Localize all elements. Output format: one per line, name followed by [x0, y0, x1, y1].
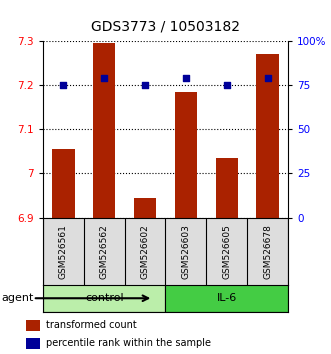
Bar: [26, 320, 40, 331]
Bar: [256, 54, 279, 218]
Bar: [175, 92, 197, 218]
Text: IL-6: IL-6: [216, 293, 237, 303]
Text: GSM526605: GSM526605: [222, 224, 231, 279]
Text: GDS3773 / 10503182: GDS3773 / 10503182: [91, 19, 240, 34]
Text: GSM526602: GSM526602: [141, 224, 150, 279]
Point: [265, 75, 270, 81]
Point: [183, 75, 189, 81]
Bar: [166, 285, 288, 312]
Text: control: control: [85, 293, 123, 303]
Bar: [93, 43, 116, 218]
Point: [102, 75, 107, 81]
Point: [224, 82, 229, 88]
Bar: [43, 285, 166, 312]
Text: GSM526562: GSM526562: [100, 224, 109, 279]
Text: GSM526561: GSM526561: [59, 224, 68, 279]
Bar: [215, 158, 238, 218]
Text: GSM526603: GSM526603: [181, 224, 190, 279]
Text: transformed count: transformed count: [46, 320, 137, 330]
Point: [61, 82, 66, 88]
Text: GSM526678: GSM526678: [263, 224, 272, 279]
Bar: [134, 198, 156, 218]
Point: [142, 82, 148, 88]
Bar: [52, 149, 75, 218]
Bar: [26, 338, 40, 349]
Text: agent: agent: [2, 293, 34, 303]
Text: percentile rank within the sample: percentile rank within the sample: [46, 338, 211, 348]
